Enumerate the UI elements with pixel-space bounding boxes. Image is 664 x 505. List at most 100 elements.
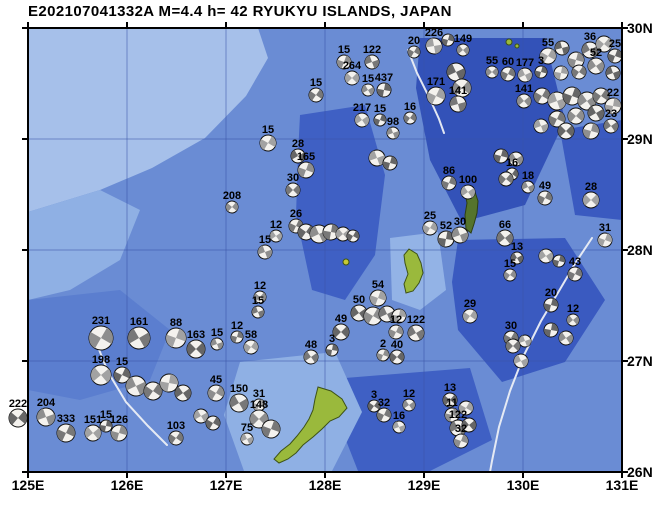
- focal-mechanism-beachball: [537, 190, 553, 206]
- focal-mechanism-beachball: [308, 87, 324, 103]
- focal-mechanism-beachball: [441, 33, 455, 47]
- lon-label: 130E: [507, 477, 540, 493]
- focal-mechanism-beachball: [99, 419, 113, 433]
- focal-mechanism-beachball: [168, 430, 184, 446]
- depth-label: 333: [57, 413, 75, 425]
- depth-label: 13: [511, 241, 523, 253]
- focal-mechanism-beachball: [403, 111, 417, 125]
- focal-mechanism-beachball: [230, 330, 244, 344]
- depth-label: 2: [380, 338, 386, 350]
- focal-mechanism-beachball: [607, 48, 623, 64]
- depth-label: 15: [310, 77, 322, 89]
- focal-mechanism-beachball: [332, 323, 350, 341]
- focal-mechanism-beachball: [456, 43, 470, 57]
- focal-mechanism-beachball: [458, 400, 474, 416]
- depth-label: 40: [391, 339, 403, 351]
- focal-mechanism-beachball: [587, 104, 605, 122]
- depth-label: 50: [353, 294, 365, 306]
- focal-mechanism-beachball: [566, 313, 580, 327]
- focal-mechanism-beachball: [252, 398, 266, 412]
- depth-label: 32: [455, 423, 467, 435]
- focal-mechanism-beachball: [534, 65, 548, 79]
- focal-mechanism-beachball: [56, 423, 76, 443]
- focal-mechanism-beachball: [364, 54, 380, 70]
- lon-label: 128E: [309, 477, 342, 493]
- depth-label: 15: [259, 234, 271, 246]
- lon-label: 131E: [606, 477, 639, 493]
- depth-label: 3: [329, 333, 335, 345]
- focal-mechanism-beachball: [127, 326, 151, 350]
- focal-mechanism-beachball: [543, 322, 559, 338]
- lat-label: 28N: [627, 242, 653, 258]
- depth-label: 16: [404, 101, 416, 113]
- focal-mechanism-beachball: [517, 67, 533, 83]
- depth-label: 150: [230, 383, 248, 395]
- focal-mechanism-beachball: [451, 226, 469, 244]
- focal-mechanism-beachball: [453, 433, 469, 449]
- depth-label: 52: [590, 47, 602, 59]
- depth-label: 177: [516, 57, 534, 69]
- depth-label: 55: [486, 55, 498, 67]
- focal-mechanism-beachball: [159, 373, 179, 393]
- focal-mechanism-beachball: [425, 37, 443, 55]
- focal-mechanism-beachball: [603, 118, 619, 134]
- focal-mechanism-beachball: [510, 251, 524, 265]
- depth-label: 49: [539, 180, 551, 192]
- depth-label: 30: [287, 172, 299, 184]
- focal-mechanism-beachball: [557, 122, 575, 140]
- focal-mechanism-beachball: [391, 308, 407, 324]
- depth-label: 122: [407, 314, 425, 326]
- depth-label: 49: [335, 313, 347, 325]
- focal-mechanism-beachball: [533, 118, 549, 134]
- depth-label: 15: [262, 124, 274, 136]
- depth-label: 43: [569, 256, 581, 268]
- depth-label: 28: [292, 138, 304, 150]
- focal-mechanism-beachball: [505, 338, 521, 354]
- depth-label: 26: [290, 208, 302, 220]
- focal-mechanism-beachball: [205, 415, 221, 431]
- depth-label: 122: [363, 44, 381, 56]
- focal-mechanism-beachball: [335, 226, 351, 242]
- depth-label: 15: [252, 295, 264, 307]
- depth-label: 15: [100, 409, 112, 421]
- focal-mechanism-beachball: [325, 343, 339, 357]
- focal-mechanism-beachball: [336, 54, 352, 70]
- bathymetry-patch: [28, 28, 268, 212]
- focal-mechanism-beachball: [422, 220, 438, 236]
- depth-label: 12: [390, 314, 402, 326]
- lon-label: 125E: [12, 477, 45, 493]
- depth-label: 3: [538, 55, 544, 67]
- focal-mechanism-beachball: [558, 330, 574, 346]
- lon-label: 129E: [408, 477, 441, 493]
- depth-label: 30: [454, 216, 466, 228]
- depth-label: 11: [446, 397, 458, 409]
- depth-label: 12: [567, 303, 579, 315]
- focal-mechanism-beachball: [368, 149, 386, 167]
- focal-mechanism-beachball: [521, 180, 535, 194]
- bathymetry-patch: [224, 352, 362, 471]
- depth-label: 15: [504, 258, 516, 270]
- depth-label: 264: [343, 60, 362, 72]
- focal-mechanism-beachball: [174, 384, 192, 402]
- focal-mechanism-beachball: [143, 381, 163, 401]
- depth-label: 165: [297, 151, 315, 163]
- focal-mechanism-beachball: [84, 424, 102, 442]
- focal-mechanism-beachball: [539, 47, 557, 65]
- okinawa-island: [273, 386, 348, 464]
- depth-label: 222: [9, 398, 27, 410]
- depth-label: 23: [605, 108, 617, 120]
- depth-label: 25: [424, 210, 436, 222]
- depth-label: 217: [353, 102, 371, 114]
- focal-mechanism-beachball: [402, 398, 416, 412]
- depth-label: 29: [464, 298, 476, 310]
- small-island-2: [505, 38, 513, 46]
- focal-mechanism-beachball: [426, 86, 446, 106]
- focal-mechanism-beachball: [382, 155, 398, 171]
- depth-label: 25: [609, 38, 621, 50]
- focal-mechanism-beachball: [285, 182, 301, 198]
- depth-label: 151: [84, 414, 102, 426]
- focal-mechanism-beachball: [605, 65, 621, 81]
- lat-label: 30N: [627, 20, 653, 36]
- focal-mechanism-beachball: [503, 268, 517, 282]
- focal-mechanism-beachball: [346, 229, 360, 243]
